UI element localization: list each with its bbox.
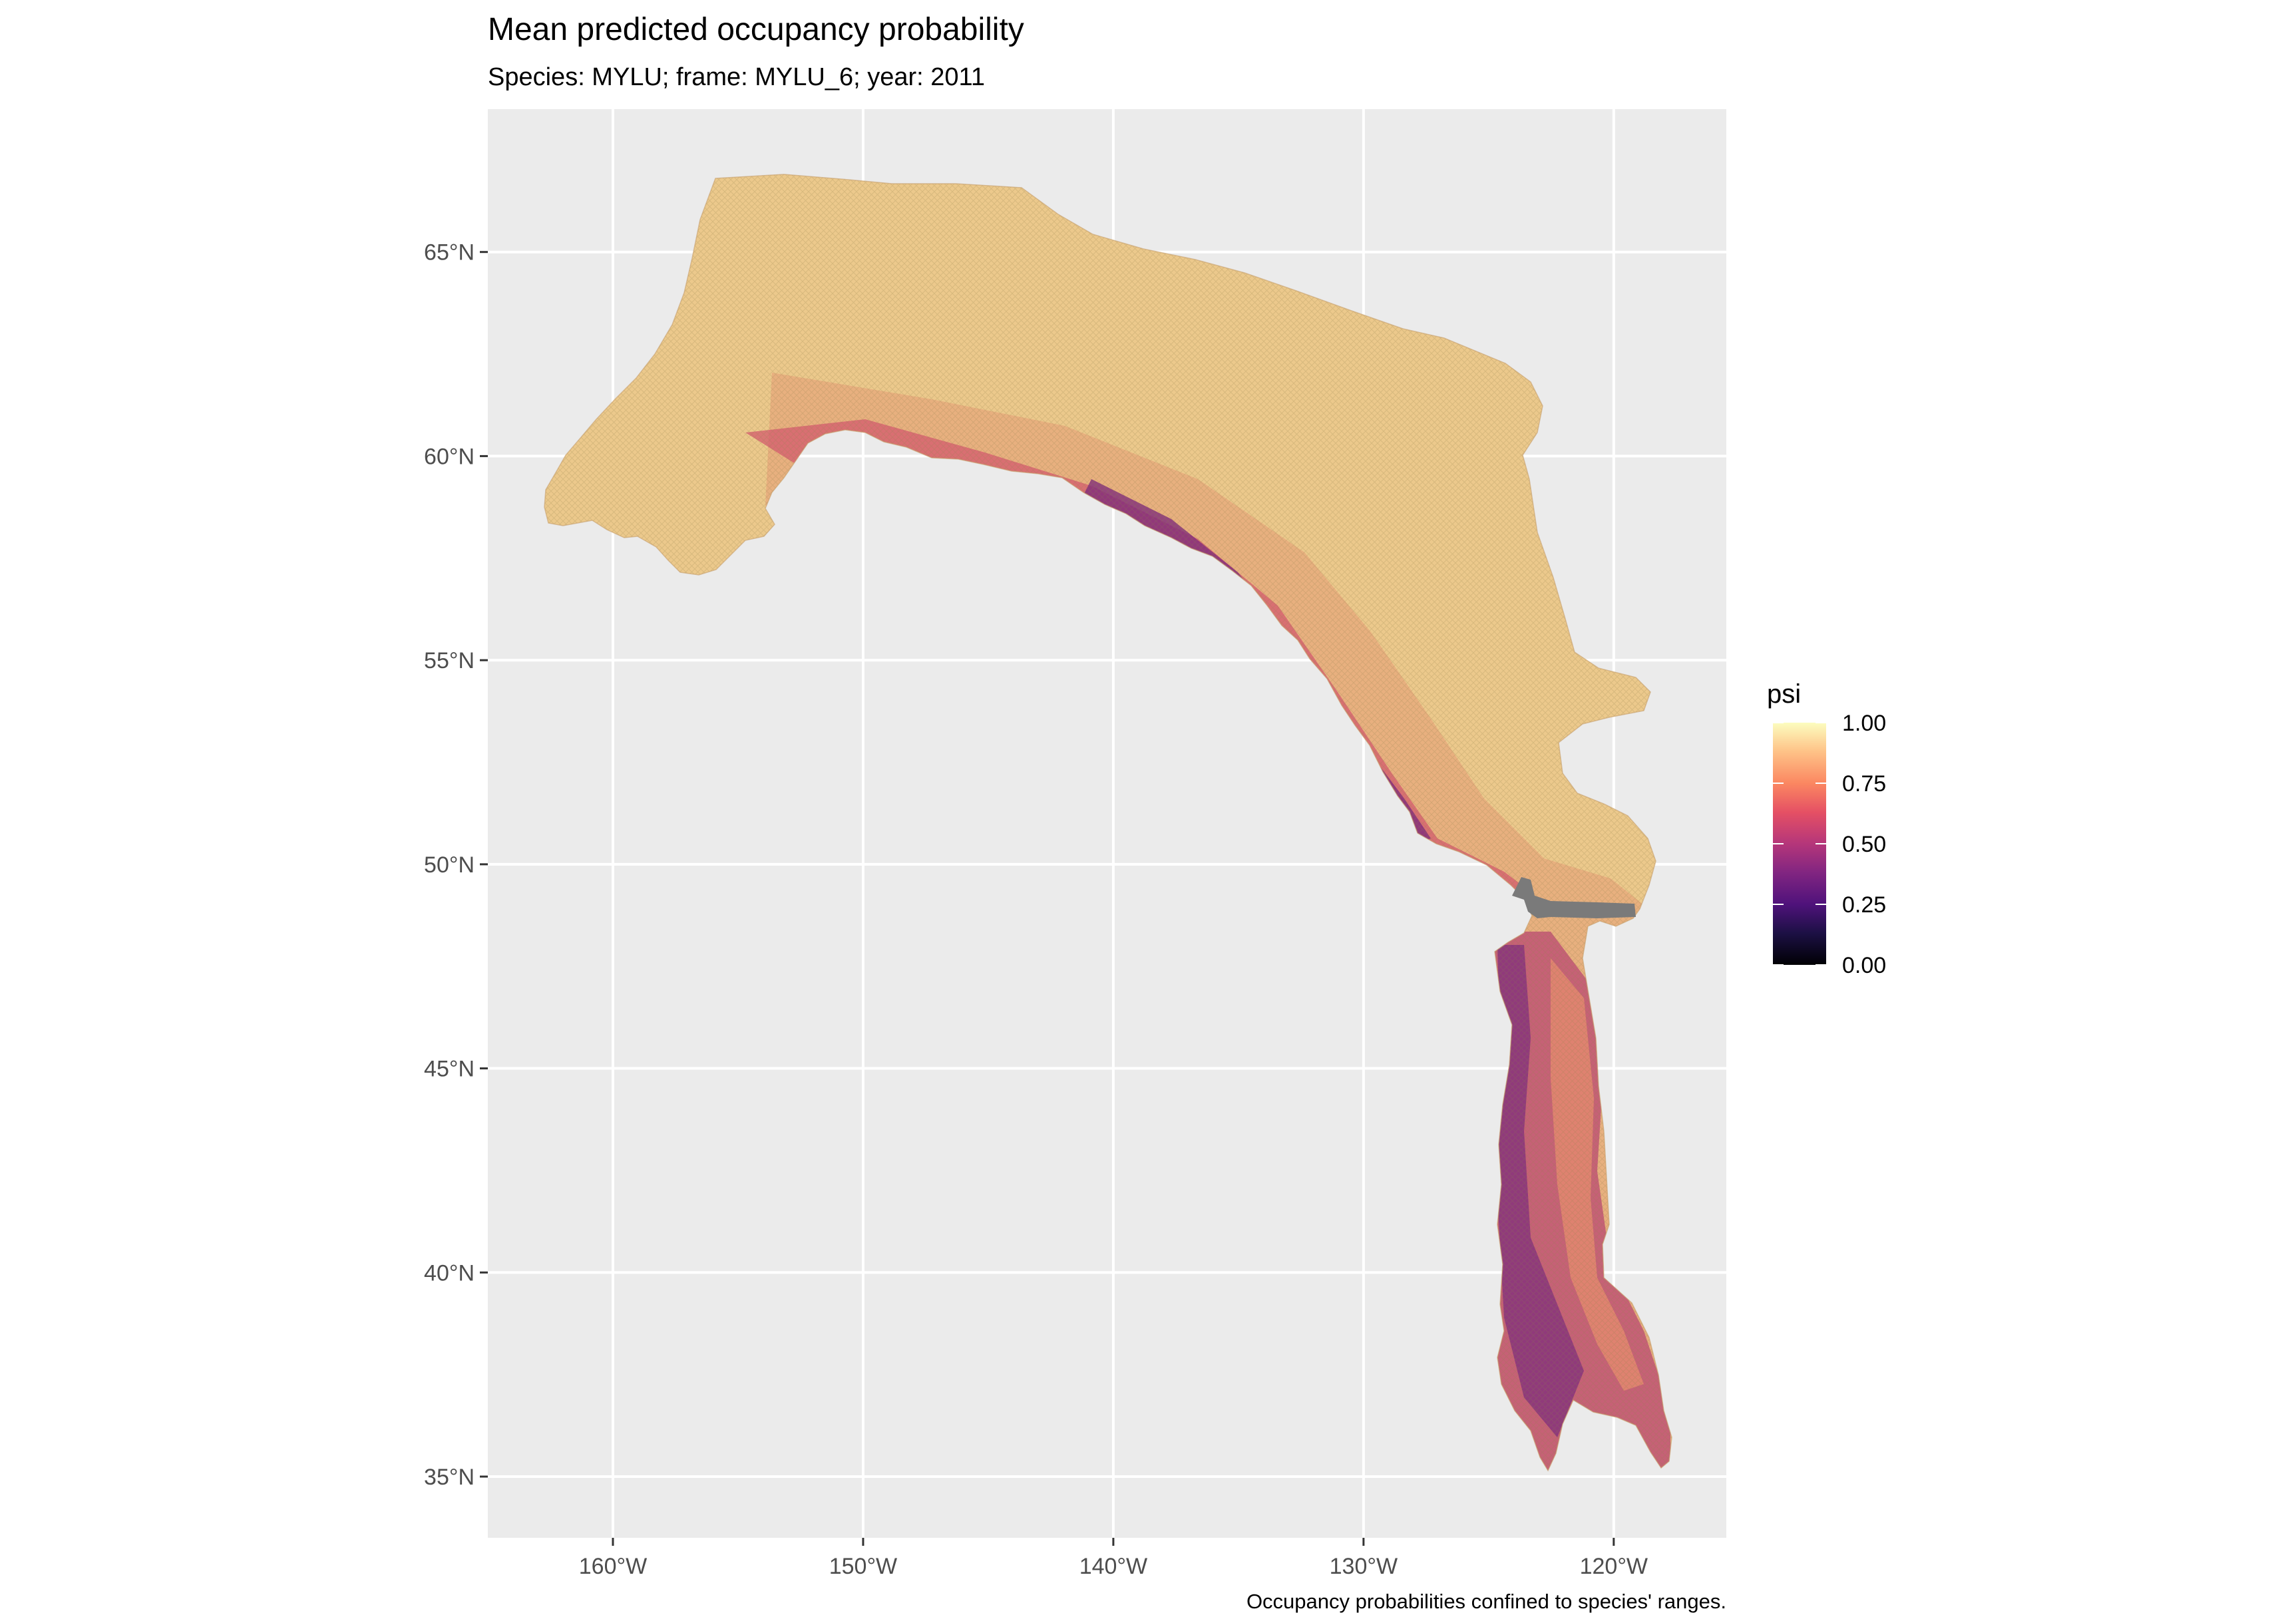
legend-ticks: 0.00 0.25 0.50 0.75 1.00 <box>1773 711 1886 978</box>
y-tick-label: 35°N <box>424 1465 475 1490</box>
legend-title: psi <box>1767 679 1801 709</box>
chart-title: Mean predicted occupancy probability <box>488 12 1024 47</box>
legend-tick-label: 0.25 <box>1842 892 1886 918</box>
x-tick-label: 120°W <box>1580 1554 1648 1579</box>
x-tick-label: 160°W <box>579 1554 647 1579</box>
legend: psi 0.00 0.25 0.50 0.75 1.00 <box>1767 679 1886 978</box>
x-tick-label: 130°W <box>1330 1554 1398 1579</box>
y-axis: 35°N 40°N 45°N 50°N 55°N 60°N 65°N <box>424 240 488 1490</box>
y-tick-label: 40°N <box>424 1260 475 1286</box>
legend-tick-label: 1.00 <box>1842 711 1886 736</box>
y-tick-label: 50°N <box>424 852 475 878</box>
x-tick-label: 140°W <box>1079 1554 1147 1579</box>
x-tick-label: 150°W <box>829 1554 897 1579</box>
chart-subtitle: Species: MYLU; frame: MYLU_6; year: 2011 <box>488 63 985 91</box>
map-panel: 160°W 150°W 140°W 130°W 120°W 35°N 40°N 45°N 50… <box>424 109 1726 1579</box>
chart-caption: Occupancy probabilities confined to spec… <box>1246 1590 1726 1613</box>
y-tick-label: 55°N <box>424 648 475 673</box>
na-cells-band <box>1512 877 1636 918</box>
legend-tick-label: 0.00 <box>1842 953 1886 978</box>
y-tick-label: 65°N <box>424 240 475 266</box>
x-axis: 160°W 150°W 140°W 130°W 120°W <box>579 1538 1648 1579</box>
y-tick-label: 60°N <box>424 444 475 469</box>
legend-tick-label: 0.50 <box>1842 832 1886 857</box>
legend-tick-label: 0.75 <box>1842 771 1886 797</box>
y-tick-label: 45°N <box>424 1057 475 1082</box>
